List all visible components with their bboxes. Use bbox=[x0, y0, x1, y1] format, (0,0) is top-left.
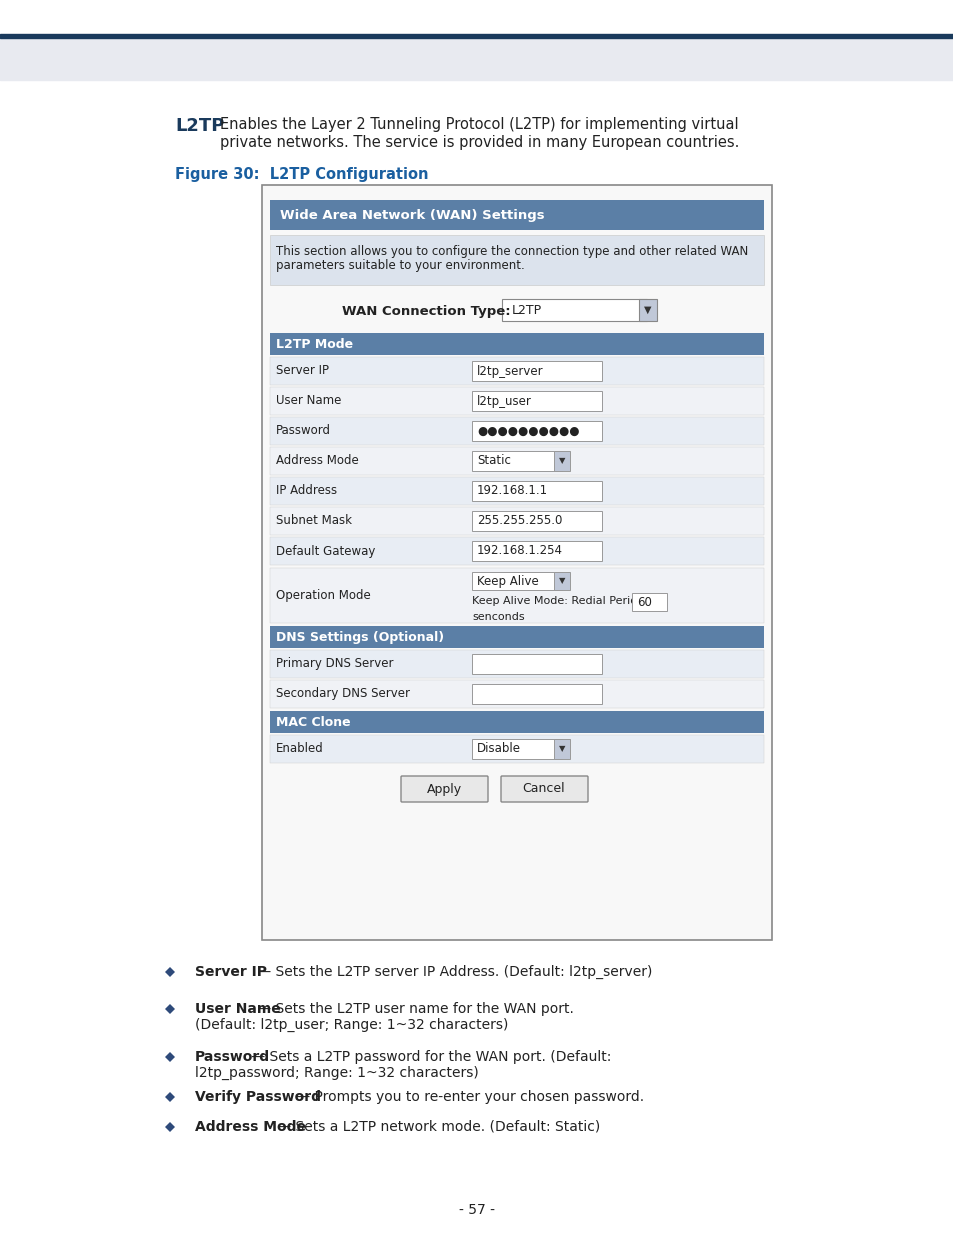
Bar bbox=[472, 572, 561, 590]
Bar bbox=[639, 299, 657, 321]
Text: Address Mode: Address Mode bbox=[275, 454, 358, 468]
Text: — Prompts you to re-enter your chosen password.: — Prompts you to re-enter your chosen pa… bbox=[293, 1091, 644, 1104]
Text: User Name: User Name bbox=[275, 394, 341, 408]
Bar bbox=[472, 391, 601, 411]
Bar bbox=[472, 684, 601, 704]
Text: Password: Password bbox=[194, 1050, 270, 1065]
Text: L2TP: L2TP bbox=[174, 117, 224, 135]
Bar bbox=[554, 739, 569, 760]
Text: Enables the Layer 2 Tunneling Protocol (L2TP) for implementing virtual: Enables the Layer 2 Tunneling Protocol (… bbox=[220, 117, 738, 132]
Text: Password: Password bbox=[275, 425, 331, 437]
Text: Cancel: Cancel bbox=[522, 783, 565, 795]
Bar bbox=[472, 511, 601, 531]
Text: Default Gateway: Default Gateway bbox=[275, 545, 375, 557]
Text: Secondary DNS Server: Secondary DNS Server bbox=[275, 688, 410, 700]
Bar bbox=[472, 541, 601, 561]
Text: Wide Area Network (WAN) Settings: Wide Area Network (WAN) Settings bbox=[280, 209, 544, 221]
Text: L2TP: L2TP bbox=[512, 304, 541, 316]
Bar bbox=[0, 35, 953, 38]
Bar bbox=[270, 417, 763, 445]
Bar bbox=[472, 480, 601, 501]
Bar bbox=[554, 572, 569, 590]
Text: l2tp_password; Range: 1~32 characters): l2tp_password; Range: 1~32 characters) bbox=[194, 1066, 478, 1081]
Bar bbox=[472, 655, 601, 674]
Text: (Default: l2tp_user; Range: 1~32 characters): (Default: l2tp_user; Range: 1~32 charact… bbox=[194, 1018, 508, 1032]
Bar bbox=[262, 185, 771, 940]
FancyBboxPatch shape bbox=[400, 776, 488, 802]
Text: Address Mode: Address Mode bbox=[194, 1120, 306, 1134]
Text: Keep Alive: Keep Alive bbox=[476, 574, 538, 588]
Polygon shape bbox=[165, 1092, 174, 1102]
Text: Server IP: Server IP bbox=[194, 965, 267, 979]
FancyBboxPatch shape bbox=[500, 776, 587, 802]
Text: 60: 60 bbox=[637, 595, 651, 609]
Text: ▼: ▼ bbox=[558, 457, 565, 466]
Bar bbox=[472, 361, 601, 382]
Bar bbox=[270, 387, 763, 415]
Bar bbox=[501, 299, 646, 321]
Text: — Sets a L2TP network mode. (Default: Static): — Sets a L2TP network mode. (Default: St… bbox=[273, 1120, 599, 1134]
Text: senconds: senconds bbox=[472, 613, 524, 622]
Bar bbox=[0, 38, 953, 80]
Text: MAC Clone: MAC Clone bbox=[275, 715, 351, 729]
Bar bbox=[270, 626, 763, 648]
Text: ▼: ▼ bbox=[558, 577, 565, 585]
Text: l2tp_server: l2tp_server bbox=[476, 364, 543, 378]
Text: Disable: Disable bbox=[476, 742, 520, 756]
Text: ▼: ▼ bbox=[643, 305, 651, 315]
Text: DNS Settings (Optional): DNS Settings (Optional) bbox=[275, 631, 444, 643]
Text: WAN Connection Type:: WAN Connection Type: bbox=[341, 305, 510, 317]
Polygon shape bbox=[165, 1004, 174, 1014]
Bar bbox=[270, 568, 763, 622]
Text: CHAPTER 6  |  Network Settings: CHAPTER 6 | Network Settings bbox=[712, 42, 939, 56]
Text: l2tp_user: l2tp_user bbox=[476, 394, 532, 408]
Text: Apply: Apply bbox=[426, 783, 461, 795]
Text: Static: Static bbox=[476, 454, 511, 468]
Text: parameters suitable to your environment.: parameters suitable to your environment. bbox=[275, 259, 524, 272]
Bar bbox=[631, 593, 666, 611]
Text: Figure 30:  L2TP Configuration: Figure 30: L2TP Configuration bbox=[174, 167, 428, 182]
Text: Primary DNS Server: Primary DNS Server bbox=[275, 657, 393, 671]
Bar bbox=[270, 357, 763, 385]
Polygon shape bbox=[165, 1123, 174, 1132]
Polygon shape bbox=[165, 967, 174, 977]
Text: This section allows you to configure the connection type and other related WAN: This section allows you to configure the… bbox=[275, 245, 747, 258]
Text: — Sets the L2TP server IP Address. (Default: l2tp_server): — Sets the L2TP server IP Address. (Defa… bbox=[253, 965, 652, 979]
Text: IP Address: IP Address bbox=[275, 484, 336, 498]
Text: User Name: User Name bbox=[194, 1002, 280, 1016]
Bar bbox=[270, 735, 763, 763]
Text: Operation Mode: Operation Mode bbox=[275, 589, 371, 601]
Bar bbox=[270, 200, 763, 230]
Bar bbox=[270, 477, 763, 505]
Text: Enabled: Enabled bbox=[275, 742, 323, 756]
Text: Server IP: Server IP bbox=[275, 364, 329, 378]
Text: — Sets the L2TP user name for the WAN port.: — Sets the L2TP user name for the WAN po… bbox=[253, 1002, 574, 1016]
Text: - 57 -: - 57 - bbox=[458, 1203, 495, 1216]
Text: private networks. The service is provided in many European countries.: private networks. The service is provide… bbox=[220, 135, 739, 149]
Text: Verify Password: Verify Password bbox=[194, 1091, 320, 1104]
Bar bbox=[472, 739, 561, 760]
Text: WAN Setting: WAN Setting bbox=[861, 61, 939, 74]
Bar bbox=[270, 333, 763, 354]
Text: Keep Alive Mode: Redial Period: Keep Alive Mode: Redial Period bbox=[472, 597, 643, 606]
Bar bbox=[270, 447, 763, 475]
Bar bbox=[270, 650, 763, 678]
Text: ●●●●●●●●●●: ●●●●●●●●●● bbox=[476, 425, 578, 437]
Text: Subnet Mask: Subnet Mask bbox=[275, 515, 352, 527]
Polygon shape bbox=[165, 1052, 174, 1062]
Text: 192.168.1.254: 192.168.1.254 bbox=[476, 545, 562, 557]
Text: ▼: ▼ bbox=[558, 745, 565, 753]
Bar bbox=[554, 451, 569, 471]
Text: — Sets a L2TP password for the WAN port. (Default:: — Sets a L2TP password for the WAN port.… bbox=[247, 1050, 611, 1065]
Bar bbox=[472, 421, 601, 441]
Text: L2TP Mode: L2TP Mode bbox=[275, 337, 353, 351]
Bar bbox=[270, 235, 763, 285]
Bar bbox=[270, 537, 763, 564]
Text: 192.168.1.1: 192.168.1.1 bbox=[476, 484, 548, 498]
Bar bbox=[472, 451, 561, 471]
Bar bbox=[270, 711, 763, 734]
Text: 255.255.255.0: 255.255.255.0 bbox=[476, 515, 561, 527]
Bar bbox=[270, 508, 763, 535]
Bar bbox=[270, 680, 763, 708]
